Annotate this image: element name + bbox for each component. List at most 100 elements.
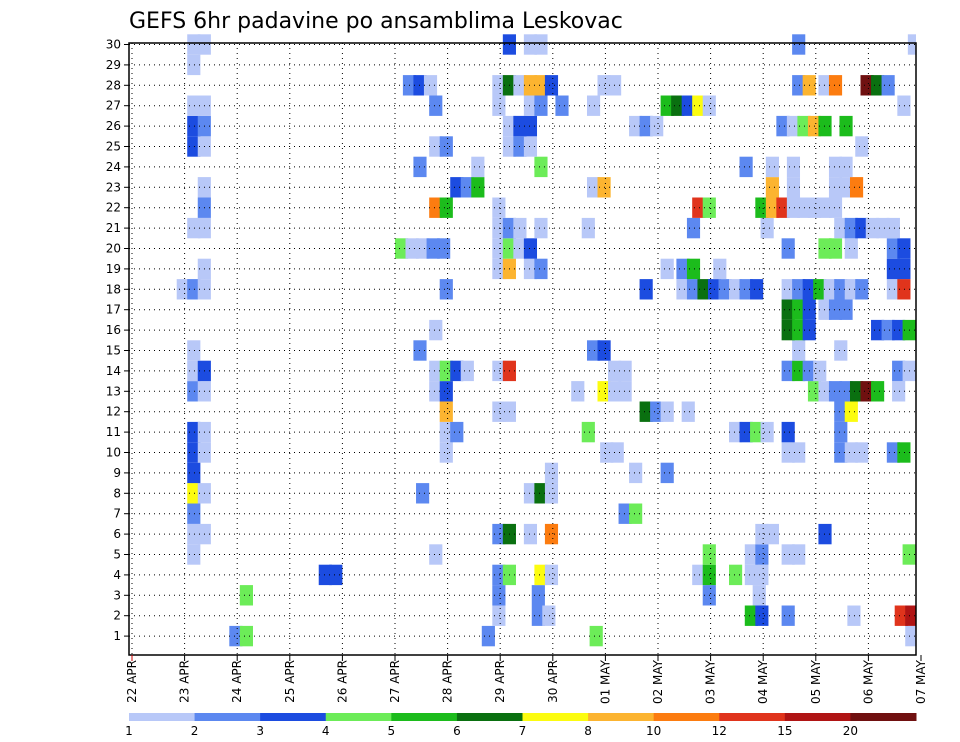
y-tick-label: 27	[106, 99, 121, 113]
precip-cell	[905, 605, 916, 626]
precip-cell	[187, 115, 201, 137]
precip-cell	[686, 279, 701, 300]
precip-cell	[429, 544, 443, 565]
x-tick-label: 07 MAY	[914, 659, 928, 704]
x-tick-label: 23 APR	[178, 660, 192, 703]
precip-cell	[729, 421, 743, 443]
precip-cell	[523, 115, 538, 137]
precip-cell	[892, 319, 906, 341]
precip-cell	[439, 381, 453, 402]
y-tick-label: 8	[113, 486, 121, 500]
y-tick-label: 16	[106, 323, 121, 337]
precip-cell	[187, 381, 201, 402]
precip-cell	[750, 421, 764, 443]
precip-cell	[729, 279, 743, 300]
y-tick-label: 6	[113, 527, 121, 541]
precip-cell	[739, 279, 753, 300]
precip-cell	[844, 238, 858, 259]
y-axis: 1234567891011121314151617181920212223242…	[106, 38, 129, 643]
precip-cell	[849, 177, 864, 198]
precip-cell	[792, 544, 806, 565]
x-tick-label: 22 APR	[125, 660, 139, 703]
precip-cell	[187, 523, 201, 545]
precip-cell	[187, 217, 201, 239]
precip-cell	[187, 503, 201, 524]
precip-cell	[786, 177, 801, 198]
precip-cell	[828, 75, 843, 96]
precip-cell	[618, 360, 632, 382]
precip-cell	[744, 544, 758, 565]
y-tick-label: 21	[106, 221, 121, 235]
precip-cell	[786, 115, 801, 137]
precip-cell	[429, 197, 443, 218]
precip-cell	[544, 564, 559, 586]
precip-cell	[586, 340, 601, 361]
precip-cell	[897, 279, 911, 300]
precip-cell	[739, 421, 753, 443]
precip-cell	[792, 319, 806, 341]
precip-cell	[429, 95, 443, 116]
precip-cell	[839, 156, 853, 178]
precip-cell	[426, 238, 440, 259]
precip-cell	[531, 585, 545, 606]
legend-swatch	[588, 713, 655, 721]
y-tick-label: 24	[106, 160, 121, 174]
precip-cell	[849, 381, 864, 402]
precip-cell	[589, 625, 603, 647]
precip-cell	[523, 136, 538, 157]
precip-cell	[876, 217, 890, 239]
precip-cell	[523, 95, 538, 116]
precip-cell	[439, 421, 453, 443]
precip-cell	[781, 279, 795, 300]
y-tick-label: 2	[113, 609, 121, 623]
precip-cell	[844, 401, 858, 422]
precip-cell	[523, 238, 538, 259]
precip-cell	[187, 136, 201, 157]
x-tick-label: 03 MAY	[704, 659, 718, 704]
legend-label: 15	[777, 724, 792, 738]
precip-cell	[523, 258, 538, 280]
precip-cell	[834, 442, 848, 463]
precip-cell	[481, 625, 495, 647]
precip-cell	[416, 238, 430, 259]
precip-cell	[395, 238, 409, 259]
precip-cell	[692, 95, 706, 116]
precip-cell	[844, 217, 858, 239]
precip-cell	[760, 421, 774, 443]
precip-cell	[187, 421, 201, 443]
x-tick-label: 04 MAY	[756, 659, 770, 704]
precip-cell	[897, 238, 911, 259]
legend-swatch	[194, 713, 261, 721]
y-tick-label: 20	[106, 242, 121, 256]
legend-label: 1	[125, 724, 133, 738]
precip-cell	[534, 258, 548, 280]
precip-cell	[429, 381, 443, 402]
precip-cell	[542, 605, 556, 626]
precip-cell	[776, 115, 790, 137]
precip-cell	[534, 75, 548, 96]
precip-cell	[781, 238, 795, 259]
precip-cell	[660, 95, 674, 116]
precip-cell	[492, 75, 506, 96]
precip-cell	[571, 381, 585, 402]
precip-cell	[897, 95, 911, 116]
precip-cell	[429, 360, 443, 382]
precip-cell	[818, 299, 832, 320]
precip-cell	[834, 421, 848, 443]
precip-cell	[492, 360, 506, 382]
precip-cell	[855, 442, 869, 463]
precip-cell	[492, 197, 506, 218]
precip-cell	[781, 544, 795, 565]
precip-cell	[555, 95, 569, 116]
precip-cell	[855, 279, 869, 300]
precip-cell	[839, 381, 853, 402]
legend-label: 2	[191, 724, 199, 738]
precip-cell	[492, 95, 506, 116]
x-tick-label: 28 APR	[441, 660, 455, 703]
precip-cell	[818, 238, 832, 259]
precip-cell	[894, 605, 908, 626]
precip-cell	[828, 238, 843, 259]
precip-cell	[844, 279, 858, 300]
precip-cell	[792, 299, 806, 320]
y-tick-label: 13	[106, 384, 121, 398]
